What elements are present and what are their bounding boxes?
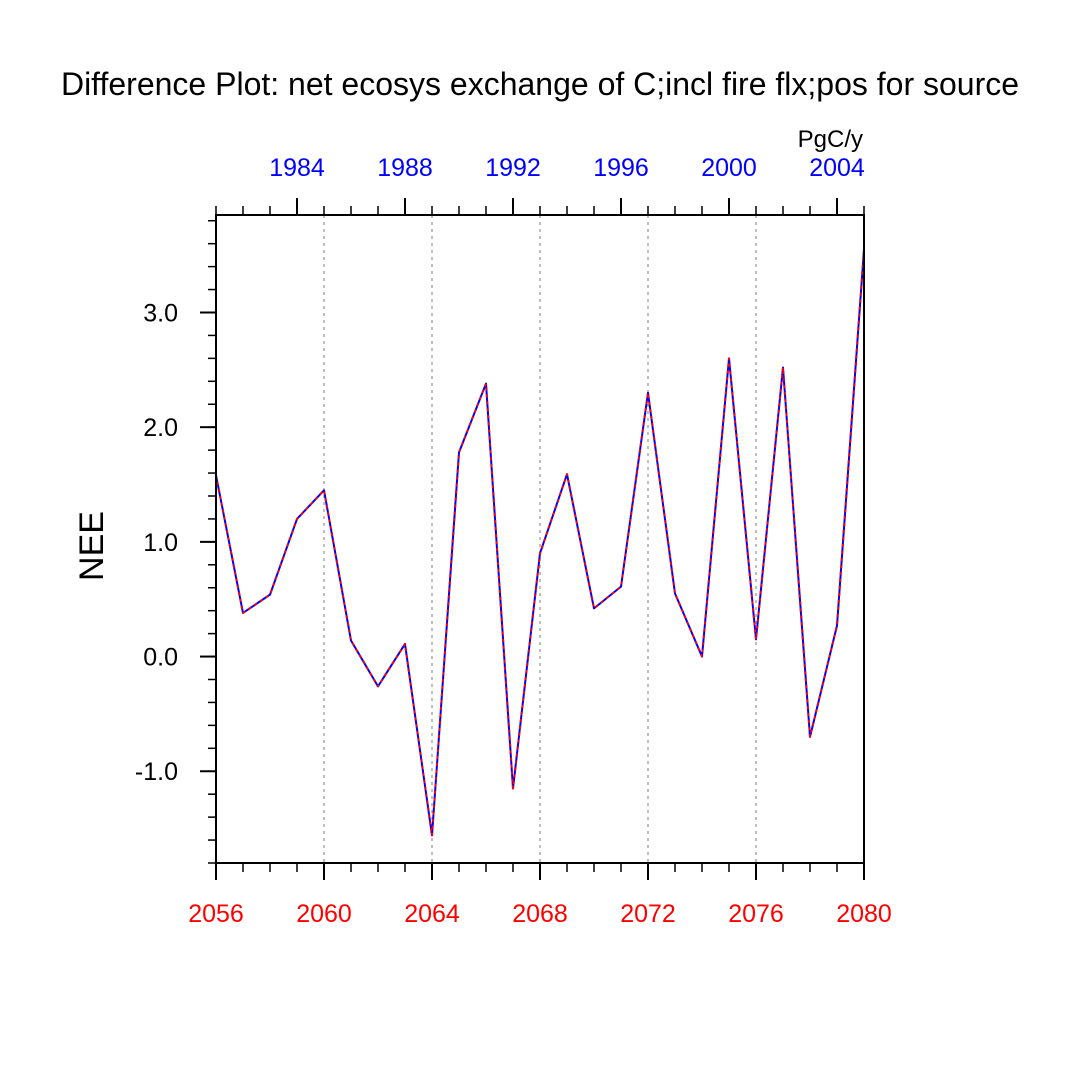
- chart-title: Difference Plot: net ecosys exchange of …: [61, 66, 1019, 102]
- x-top-tick-label: 2004: [809, 154, 865, 182]
- y-tick-label: 1.0: [143, 529, 178, 557]
- y-tick-label: 0.0: [143, 644, 178, 672]
- x-top-tick-label: 2000: [701, 154, 757, 182]
- x-bottom-tick-label: 2064: [404, 900, 460, 928]
- series-line-dashed-0: [215, 249, 865, 837]
- x-bottom-tick-label: 2060: [296, 900, 352, 928]
- x-top-tick-label: 1992: [485, 154, 541, 182]
- x-bottom-tick-label: 2056: [188, 900, 244, 928]
- x-top-tick-label: 1984: [269, 154, 325, 182]
- x-top-tick-label: 1988: [377, 154, 433, 182]
- plot-area: [215, 249, 865, 837]
- x-bottom-tick-label: 2072: [620, 900, 676, 928]
- x-bottom-tick-label: 2076: [728, 900, 784, 928]
- y-tick-label: -1.0: [135, 758, 178, 786]
- y-tick-label: 3.0: [143, 299, 178, 327]
- axes: 2056 2060 2064 2068 2072 2076 2080 1984 1988 1992…: [135, 154, 892, 928]
- y-axis-label: NEE: [73, 511, 111, 581]
- grid-lines: [323, 215, 757, 863]
- x-top-tick-label: 1996: [593, 154, 649, 182]
- x-bottom-tick-label: 2080: [836, 900, 892, 928]
- x-bottom-tick-label: 2068: [512, 900, 568, 928]
- y-tick-label: 2.0: [143, 414, 178, 442]
- units-label: PgC/y: [798, 126, 863, 153]
